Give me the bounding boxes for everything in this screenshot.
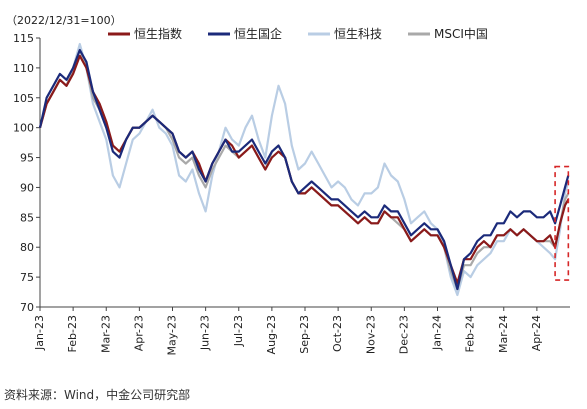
- y-tick-label: 115: [13, 32, 34, 45]
- x-tick-label: Sep-23: [298, 315, 311, 354]
- y-tick-label: 105: [13, 92, 34, 105]
- x-tick-label: Jan-24: [431, 315, 444, 351]
- y-tick-label: 80: [20, 241, 34, 254]
- y-tick-label: 110: [13, 62, 34, 75]
- y-tick-label: 85: [20, 211, 34, 224]
- legend: 恒生指数 恒生国企 恒生科技 MSCI中国: [108, 26, 488, 41]
- x-tick-label: May-23: [166, 315, 179, 356]
- source-note: 资料来源：Wind，中金公司研究部: [4, 388, 191, 402]
- x-axis: Jan-23 Feb-23 Mar-23 Apr-23 May-23 Jun-23 Jul-…: [33, 306, 570, 356]
- x-tick-label: Mar-24: [497, 315, 510, 353]
- x-tick-label: Aug-23: [265, 315, 278, 354]
- x-tick-label: Nov-23: [364, 315, 377, 354]
- y-tick-label: 90: [20, 181, 34, 194]
- x-tick-label: Oct-23: [331, 315, 344, 352]
- x-tick-label: Jul-23: [232, 315, 245, 347]
- x-tick-label: Feb-24: [464, 315, 477, 352]
- x-tick-label: Jun-23: [199, 315, 212, 351]
- legend-label: 恒生科技: [334, 27, 382, 41]
- legend-label: MSCI中国: [434, 26, 488, 41]
- x-tick-label: Jan-23: [33, 315, 46, 351]
- legend-label: 恒生指数: [134, 26, 182, 41]
- y-tick-label: 70: [20, 301, 34, 314]
- chart-note: （2022/12/31=100）: [6, 14, 122, 27]
- x-tick-label: Feb-23: [66, 315, 79, 352]
- x-tick-label: Apr-23: [132, 315, 145, 351]
- line-chart: （2022/12/31=100） 恒生指数 恒生国企 恒生科技 MSCI中国 70 75…: [6, 14, 570, 356]
- series-line-2: [38, 42, 570, 297]
- plot-area: [38, 42, 570, 297]
- series-line-0: [38, 54, 570, 285]
- x-tick-label: Mar-23: [99, 315, 112, 353]
- y-axis: 70 75 80 85 90 95 100 105 110 115: [13, 32, 41, 314]
- x-tick-label: Dec-23: [397, 315, 410, 354]
- legend-label: 恒生国企: [234, 26, 282, 41]
- x-tick-label: Apr-24: [530, 315, 543, 351]
- y-tick-label: 100: [13, 122, 34, 135]
- series-line-1: [38, 48, 570, 291]
- y-tick-label: 95: [20, 152, 34, 165]
- y-tick-label: 75: [20, 271, 34, 284]
